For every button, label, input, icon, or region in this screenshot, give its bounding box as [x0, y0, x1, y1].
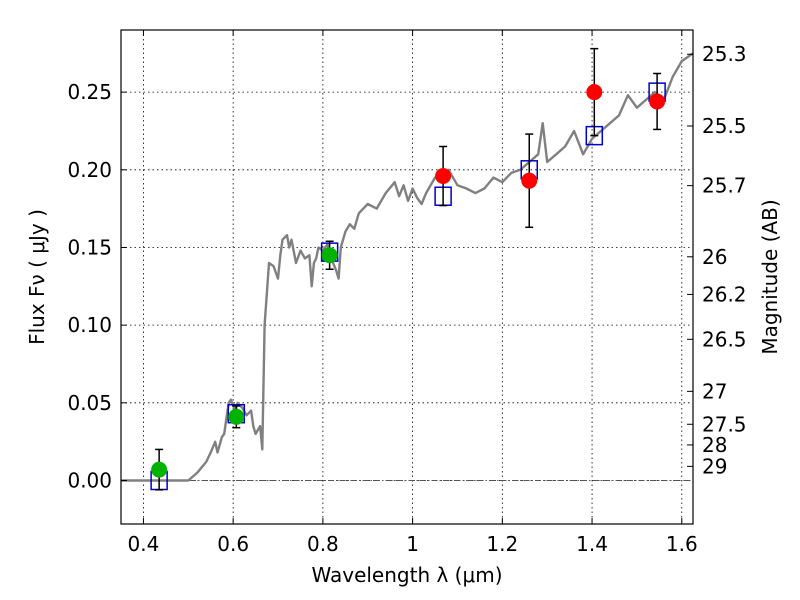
- x-tick-label: 1.2: [486, 532, 518, 556]
- x-tick-label: 1.6: [666, 532, 698, 556]
- y-tick-label: 0.20: [67, 158, 112, 182]
- x-axis-label: Wavelength λ (μm): [311, 563, 502, 587]
- x-tick-label: 0.8: [307, 532, 339, 556]
- right-tick-label: 27.5: [702, 412, 747, 436]
- x-tick-label: 1.4: [576, 532, 608, 556]
- right-tick-label: 26.5: [702, 327, 747, 351]
- x-tick-label: 1: [406, 532, 419, 556]
- y-tick-label: 0.15: [67, 235, 112, 259]
- photometry-point: [521, 172, 538, 189]
- tick-label-layer: 0.4 0.6 0.8 1 1.2 1.4 1.6 0.00 0.05 0.10 0.15 0.20 0…: [67, 42, 746, 556]
- y-tick-label: 0.00: [67, 469, 112, 493]
- y-axis-right-label: Magnitude (AB): [758, 199, 782, 354]
- right-tick-label: 25.7: [702, 174, 747, 198]
- photometry-point: [228, 408, 245, 425]
- right-tick-label: 26: [702, 245, 727, 269]
- right-tick-label: 29: [702, 454, 727, 478]
- right-tick-label: 28: [702, 433, 727, 457]
- right-tick-label: 25.5: [702, 114, 747, 138]
- tick-layer: [121, 30, 693, 524]
- right-tick-label: 27: [702, 379, 727, 403]
- plot-frame: [120, 29, 694, 525]
- x-tick-label: 0.4: [128, 532, 160, 556]
- right-tick-label: 25.3: [702, 42, 747, 66]
- photometry-point-layer: [151, 84, 666, 478]
- photometry-point: [151, 461, 168, 478]
- y-axis-label: Flux Fν ( μJy ): [25, 209, 49, 345]
- photometry-point: [649, 93, 666, 110]
- x-tick-label: 0.6: [217, 532, 249, 556]
- y-tick-label: 0.10: [67, 313, 112, 337]
- y-tick-label: 0.25: [67, 80, 112, 104]
- right-tick-label: 26.2: [702, 282, 747, 306]
- photometry-point: [586, 84, 603, 101]
- photometry-point: [435, 168, 452, 185]
- photometry-point: [321, 247, 338, 264]
- y-tick-label: 0.05: [67, 391, 112, 415]
